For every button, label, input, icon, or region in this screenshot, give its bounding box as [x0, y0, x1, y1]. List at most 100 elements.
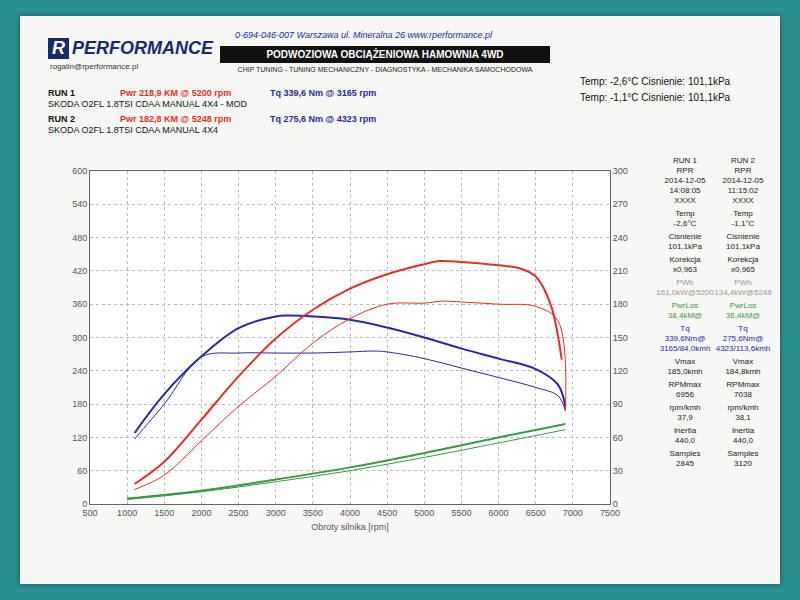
html-text:7038: 7038 [734, 390, 752, 399]
html-text:PWh: PWh [734, 278, 752, 287]
html-text:-2,6°C: -2,6°C [673, 219, 697, 228]
html-text:SKODA O2FL 1.8TSI CDAA MANUAL: SKODA O2FL 1.8TSI CDAA MANUAL 4X4 - MOD [48, 99, 247, 109]
html-text:0-694-046-007 Warszawa ul. Min: 0-694-046-007 Warszawa ul. Mineralna 26 … [235, 30, 492, 40]
html-text:Pwr 218,9 KM @ 5200 rpm: Pwr 218,9 KM @ 5200 rpm [120, 88, 232, 98]
html-text:4323/113,6kmh: 4323/113,6kmh [715, 344, 771, 353]
svg-text:6500: 6500 [526, 508, 546, 518]
svg-text:150: 150 [613, 333, 628, 343]
svg-text:120: 120 [613, 366, 628, 376]
svg-text:6000: 6000 [489, 508, 509, 518]
svg-text:4500: 4500 [377, 508, 397, 518]
html-text:RUN 1: RUN 1 [673, 156, 697, 165]
html-text:rogalin@rperformance.pl: rogalin@rperformance.pl [50, 62, 139, 71]
html-text:101,1kPa: 101,1kPa [668, 242, 702, 251]
svg-text:300: 300 [72, 333, 87, 343]
html-text:36,4kM@: 36,4kM@ [725, 311, 761, 320]
html-text:Cisnienie: Cisnienie [668, 232, 702, 241]
html-text:R: R [52, 38, 65, 58]
svg-text:600: 600 [72, 166, 87, 176]
svg-text:120: 120 [72, 433, 87, 443]
svg-text:240: 240 [613, 233, 628, 243]
svg-text:7000: 7000 [563, 508, 583, 518]
html-text:161,0kW@5200 134,4kW@5248: 161,0kW@5200 134,4kW@5248 [656, 288, 772, 297]
svg-text:Obroty silnika [rpm]: Obroty silnika [rpm] [311, 522, 389, 532]
svg-text:7500: 7500 [600, 508, 620, 518]
html-text:38,4kM@: 38,4kM@ [667, 311, 703, 320]
html-text:2014-12-05: 2014-12-05 [664, 176, 706, 185]
html-text:RUN 1: RUN 1 [48, 88, 75, 98]
svg-text:90: 90 [613, 399, 623, 409]
html-text:11:15:02: 11:15:02 [727, 186, 759, 195]
html-text:339,6Nm@: 339,6Nm@ [664, 334, 706, 343]
svg-text:3000: 3000 [266, 508, 286, 518]
svg-text:60: 60 [77, 466, 87, 476]
html-text:x0,963: x0,963 [673, 265, 697, 274]
html-text:Temp: Temp [733, 209, 753, 218]
svg-text:300: 300 [613, 166, 628, 176]
html-text:Temp: -2,6°C Cisnienie: 101,1k: Temp: -2,6°C Cisnienie: 101,1kPa [580, 76, 731, 87]
svg-text:1000: 1000 [117, 508, 137, 518]
html-text:RPR: RPR [676, 166, 694, 175]
html-text:RPMmax: RPMmax [668, 380, 702, 389]
html-text:38,1: 38,1 [735, 413, 751, 422]
svg-text:210: 210 [613, 266, 628, 276]
html-text:RUN 2: RUN 2 [731, 156, 755, 165]
svg-text:0: 0 [82, 499, 87, 509]
svg-text:0: 0 [613, 499, 618, 509]
html-text:184,8kmh: 184,8kmh [725, 367, 761, 376]
html-text:PWh: PWh [676, 278, 694, 287]
html-text:2014-12-05: 2014-12-05 [722, 176, 764, 185]
html-text:RUN 2: RUN 2 [48, 114, 75, 124]
html-text:Tq 339,6 Nm @ 3165 rpm: Tq 339,6 Nm @ 3165 rpm [270, 88, 377, 98]
html-text:14:08:05: 14:08:05 [669, 186, 701, 195]
html-text:x0,965: x0,965 [731, 265, 755, 274]
svg-text:3500: 3500 [303, 508, 323, 518]
html-text:RPR: RPR [734, 166, 752, 175]
html-text:Temp: Temp [675, 209, 695, 218]
html-text:XXXX: XXXX [732, 196, 754, 205]
svg-text:240: 240 [72, 366, 87, 376]
svg-text:420: 420 [72, 266, 87, 276]
html-text:101,1kPa: 101,1kPa [726, 242, 760, 251]
svg-text:540: 540 [72, 199, 87, 209]
html-text:Temp: -1,1°C Cisnienie: 101,1k: Temp: -1,1°C Cisnienie: 101,1kPa [580, 92, 731, 103]
html-text:Tq: Tq [738, 324, 748, 333]
html-text:PODWOZIOWA OBCIĄŻENIOWA HAMOWN: PODWOZIOWA OBCIĄŻENIOWA HAMOWNIA 4WD [266, 49, 504, 60]
html-text:3165/84,0kmh: 3165/84,0kmh [659, 344, 711, 353]
svg-text:5500: 5500 [451, 508, 471, 518]
html-text:Tq: Tq [680, 324, 690, 333]
html-text:Pwr 182,8 KM @ 5248 rpm: Pwr 182,8 KM @ 5248 rpm [120, 114, 232, 124]
html-text:PERFORMANCE: PERFORMANCE [72, 38, 213, 58]
svg-text:4000: 4000 [340, 508, 360, 518]
html-text:275,6Nm@: 275,6Nm@ [722, 334, 764, 343]
html-text:Tq 275,6 Nm @ 4323 rpm: Tq 275,6 Nm @ 4323 rpm [270, 114, 377, 124]
html-text:rpm/kmh: rpm/kmh [727, 403, 759, 412]
svg-text:270: 270 [613, 199, 628, 209]
svg-text:30: 30 [613, 466, 623, 476]
html-text:Cisnienie: Cisnienie [726, 232, 760, 241]
svg-text:500: 500 [82, 508, 97, 518]
html-text:SKODA O2FL 1.8TSI CDAA MANUAL: SKODA O2FL 1.8TSI CDAA MANUAL 4X4 [48, 125, 218, 135]
html-text:6956: 6956 [676, 390, 694, 399]
html-text:RPMmax: RPMmax [726, 380, 760, 389]
html-text:Vmax: Vmax [674, 357, 696, 366]
svg-text:180: 180 [72, 399, 87, 409]
svg-text:180: 180 [613, 299, 628, 309]
html-text:-1,1°C: -1,1°C [731, 219, 755, 228]
svg-text:480: 480 [72, 233, 87, 243]
svg-text:2000: 2000 [191, 508, 211, 518]
svg-text:60: 60 [613, 433, 623, 443]
html-text:37,9: 37,9 [677, 413, 693, 422]
html-text:Korekcja: Korekcja [669, 255, 701, 264]
html-text:Vmax: Vmax [732, 357, 754, 366]
svg-text:5000: 5000 [414, 508, 434, 518]
svg-text:360: 360 [72, 299, 87, 309]
html-text:PwrLos: PwrLos [671, 301, 699, 310]
svg-text:1500: 1500 [154, 508, 174, 518]
html-text:XXXX: XXXX [674, 196, 696, 205]
html-text:PwrLos: PwrLos [729, 301, 757, 310]
html-text:Korekcja: Korekcja [727, 255, 759, 264]
html-text:rpm/kmh: rpm/kmh [669, 403, 701, 412]
html-text:185,0kmh: 185,0kmh [667, 367, 703, 376]
svg-text:2500: 2500 [229, 508, 249, 518]
